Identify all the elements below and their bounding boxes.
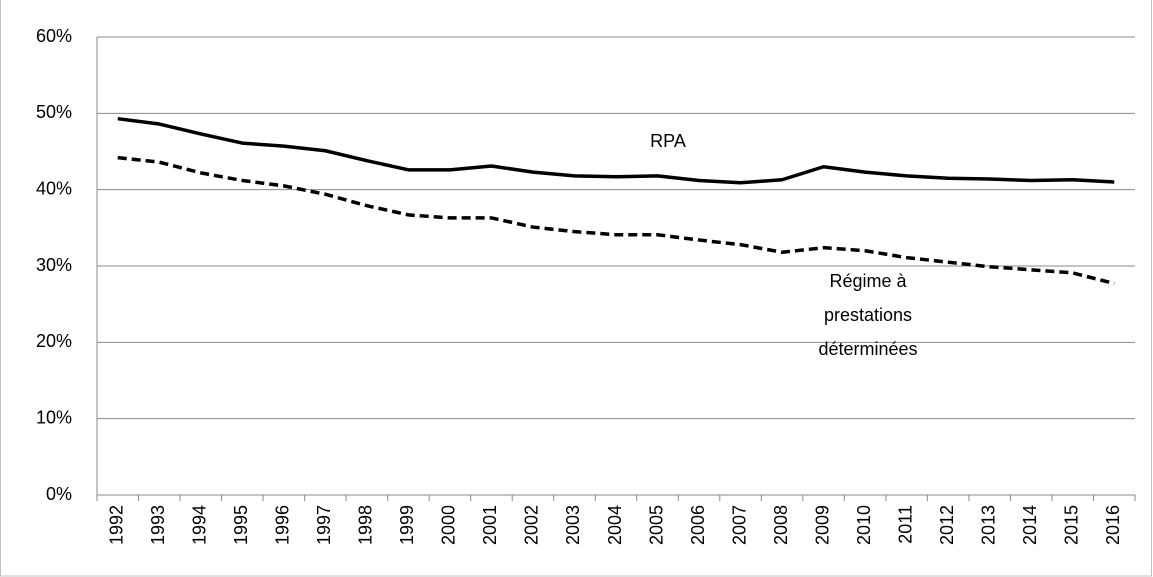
series-line [117, 155, 1115, 286]
x-tick-label: 1997 [314, 505, 334, 545]
x-tick-label: 2002 [522, 505, 542, 545]
x-tick-label: 2010 [854, 505, 874, 545]
annotation: RPA [650, 131, 686, 151]
annotation: déterminées [818, 339, 917, 359]
x-tick-label: 1995 [231, 505, 251, 545]
x-tick-label: 2004 [605, 505, 625, 545]
x-tick-label: 2016 [1103, 505, 1123, 545]
x-tick-label: 2015 [1061, 505, 1081, 545]
y-tick-label: 40% [36, 178, 72, 198]
x-tick-label: 1992 [107, 505, 127, 545]
x-tick-label: 2009 [812, 505, 832, 545]
y-tick-label: 10% [36, 407, 72, 427]
x-tick-label: 2003 [563, 505, 583, 545]
x-tick-label: 2013 [978, 505, 998, 545]
x-tick-label: 2011 [895, 505, 915, 544]
x-tick-label: 1994 [190, 505, 210, 545]
y-tick-label: 60% [36, 26, 72, 46]
x-tick-label: 2008 [771, 505, 791, 545]
y-tick-label: 0% [46, 484, 72, 504]
x-tick-label: 2006 [688, 505, 708, 545]
series-line [117, 116, 1115, 185]
x-tick-label: 2014 [1020, 505, 1040, 545]
x-tick-label: 2005 [646, 505, 666, 545]
annotation: Régime à [829, 271, 907, 291]
x-tick-label: 1993 [148, 505, 168, 545]
x-tick-label: 1999 [397, 505, 417, 545]
x-tick-label: 1998 [356, 505, 376, 545]
x-tick-label: 2001 [480, 505, 500, 545]
y-tick-label: 50% [36, 102, 72, 122]
x-tick-label: 2007 [729, 505, 749, 545]
x-tick-label: 1996 [273, 505, 293, 545]
annotation: prestations [824, 305, 912, 325]
x-tick-label: 2000 [439, 505, 459, 545]
x-tick-label: 2012 [937, 505, 957, 545]
y-tick-label: 20% [36, 331, 72, 351]
y-tick-label: 30% [36, 255, 72, 275]
